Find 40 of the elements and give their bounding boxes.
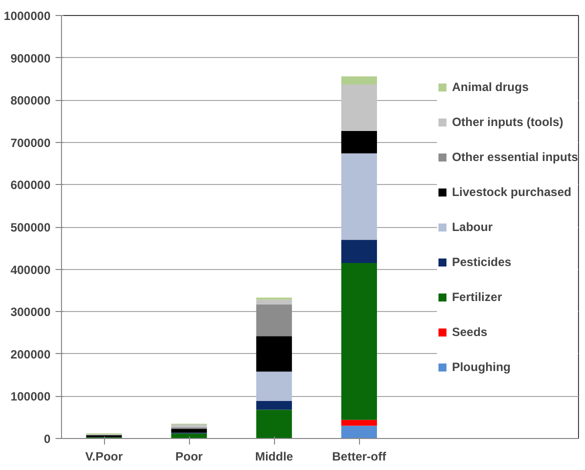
legend-label: Animal drugs xyxy=(452,80,529,94)
bar xyxy=(256,400,292,410)
bar xyxy=(341,426,377,438)
bar xyxy=(341,153,377,240)
x-tick-label: Middle xyxy=(255,450,294,464)
legend-label: Labour xyxy=(452,220,493,234)
legend-label: Other essential inputs xyxy=(452,150,578,164)
bar xyxy=(341,76,377,84)
bar xyxy=(171,428,207,433)
y-tick-label: 600000 xyxy=(10,178,51,192)
y-tick-label: 100000 xyxy=(10,390,51,404)
y-tick-label: 900000 xyxy=(10,51,51,66)
bar xyxy=(256,410,292,438)
bar xyxy=(256,336,292,372)
bar xyxy=(256,304,292,336)
legend-label: Fertilizer xyxy=(452,290,502,304)
x-tick-label: Poor xyxy=(175,450,204,464)
y-tick-label: 800000 xyxy=(10,94,51,108)
x-tick-label: V.Poor xyxy=(85,450,124,464)
bar xyxy=(171,424,207,428)
y-tick-label: 700000 xyxy=(10,136,51,150)
y-tick-label: 400000 xyxy=(10,262,51,277)
bar xyxy=(341,240,377,263)
legend-label: Pesticides xyxy=(452,254,512,268)
legend-label: Seeds xyxy=(452,324,488,338)
legend-label: Livestock purchased xyxy=(452,184,572,198)
y-tick-label: 1000000 xyxy=(4,9,51,23)
bar xyxy=(256,372,292,401)
legend-label: Ploughing xyxy=(452,360,511,374)
bar xyxy=(341,84,377,131)
x-tick-label: Better-off xyxy=(332,450,388,464)
bar xyxy=(341,262,377,420)
bar xyxy=(341,130,377,154)
bar xyxy=(341,420,377,426)
y-tick-label: 200000 xyxy=(10,347,51,362)
y-tick-label: 300000 xyxy=(10,305,51,320)
bar xyxy=(256,300,292,304)
legend-label: Other inputs (tools) xyxy=(452,114,564,128)
y-tick-label: 500000 xyxy=(10,220,51,234)
y-tick-label: 0 xyxy=(44,432,51,446)
